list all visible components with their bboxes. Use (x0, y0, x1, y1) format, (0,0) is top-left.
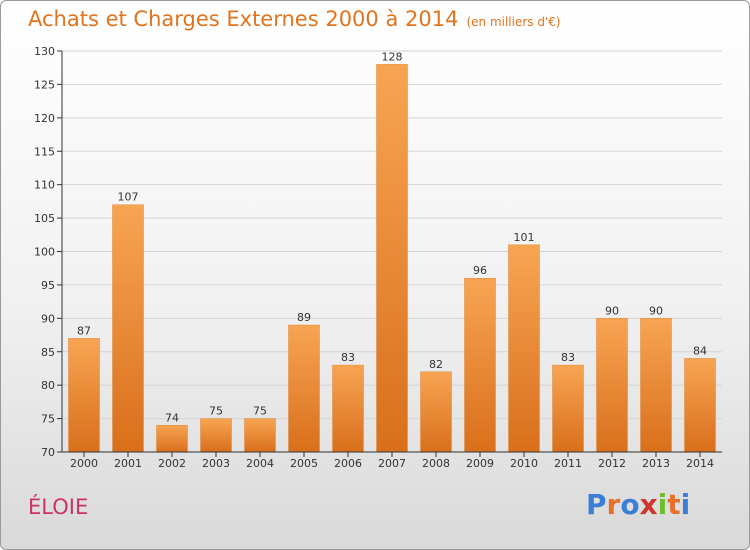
bar-value-label: 90 (605, 304, 619, 317)
logo-letter: r (606, 488, 621, 521)
bar (684, 358, 716, 453)
bar-value-label: 128 (382, 50, 403, 63)
y-tick-label: 100 (34, 246, 55, 259)
x-tick-label: 2013 (642, 457, 670, 470)
y-tick-label: 115 (34, 145, 55, 158)
y-tick-label: 130 (34, 45, 55, 58)
y-tick-label: 125 (34, 78, 55, 91)
proxiti-logo[interactable]: Proxiti (586, 488, 690, 521)
logo-letter: o (620, 488, 640, 521)
y-tick-label: 95 (41, 279, 55, 292)
bar (156, 425, 188, 453)
bar-value-label: 101 (514, 231, 535, 244)
place-name: ÉLOIE (28, 495, 89, 519)
x-tick-label: 2002 (158, 457, 186, 470)
y-tick-label: 85 (41, 346, 55, 359)
bar-value-label: 90 (649, 304, 663, 317)
x-tick-label: 2003 (202, 457, 230, 470)
logo-letter: t (667, 488, 681, 521)
y-tick-label: 70 (41, 446, 55, 459)
bar (112, 204, 144, 453)
x-tick-label: 2012 (598, 457, 626, 470)
bar (464, 277, 496, 453)
x-tick-label: 2005 (290, 457, 318, 470)
bar (552, 364, 584, 453)
bar-value-label: 75 (209, 405, 223, 418)
bar (200, 418, 232, 453)
logo-letter: x (639, 488, 658, 521)
x-tick-label: 2007 (378, 457, 406, 470)
y-tick-label: 105 (34, 212, 55, 225)
bar (332, 364, 364, 453)
bar-value-label: 74 (165, 411, 179, 424)
bar (244, 418, 276, 453)
x-tick-label: 2000 (70, 457, 98, 470)
bars: 87 107 74 75 75 89 83 128 82 96 101 83 90 90 84 (68, 50, 716, 453)
x-tick-label: 2011 (554, 457, 582, 470)
bar (288, 324, 320, 453)
y-tick-label: 90 (41, 312, 55, 325)
logo-letter: i (680, 488, 691, 521)
bar (68, 338, 100, 453)
x-tick-label: 2008 (422, 457, 450, 470)
x-tick-label: 2009 (466, 457, 494, 470)
bar-value-label: 83 (561, 351, 575, 364)
bar (420, 371, 452, 453)
x-tick-label: 2014 (686, 457, 714, 470)
y-tick-label: 75 (41, 413, 55, 426)
x-tick-label: 2004 (246, 457, 274, 470)
y-tick-label: 120 (34, 112, 55, 125)
bar-value-label: 107 (118, 191, 139, 204)
bar-value-label: 89 (297, 311, 311, 324)
bar (640, 318, 672, 453)
chart-title: Achats et Charges Externes 2000 à 2014 (28, 7, 459, 31)
axes: 70 75 80 85 90 95 100 105 110 115 120 125 130 2000 200… (34, 45, 722, 470)
bar-value-label: 87 (77, 324, 91, 337)
logo-letter: i (657, 488, 668, 521)
bar (508, 244, 540, 453)
y-tick-label: 80 (41, 379, 55, 392)
chart-subtitle: (en milliers d'€) (466, 15, 561, 29)
bar-value-label: 75 (253, 405, 267, 418)
title-row: Achats et Charges Externes 2000 à 2014 (e… (28, 7, 561, 31)
y-tick-label: 110 (34, 179, 55, 192)
x-tick-label: 2001 (114, 457, 142, 470)
x-tick-label: 2010 (510, 457, 538, 470)
x-tick-label: 2006 (334, 457, 362, 470)
bar (376, 64, 408, 453)
bar-value-label: 83 (341, 351, 355, 364)
bar-value-label: 82 (429, 358, 443, 371)
bar-value-label: 84 (693, 344, 707, 357)
bar-value-label: 96 (473, 264, 487, 277)
bar (596, 318, 628, 453)
logo-letter: P (586, 488, 607, 521)
